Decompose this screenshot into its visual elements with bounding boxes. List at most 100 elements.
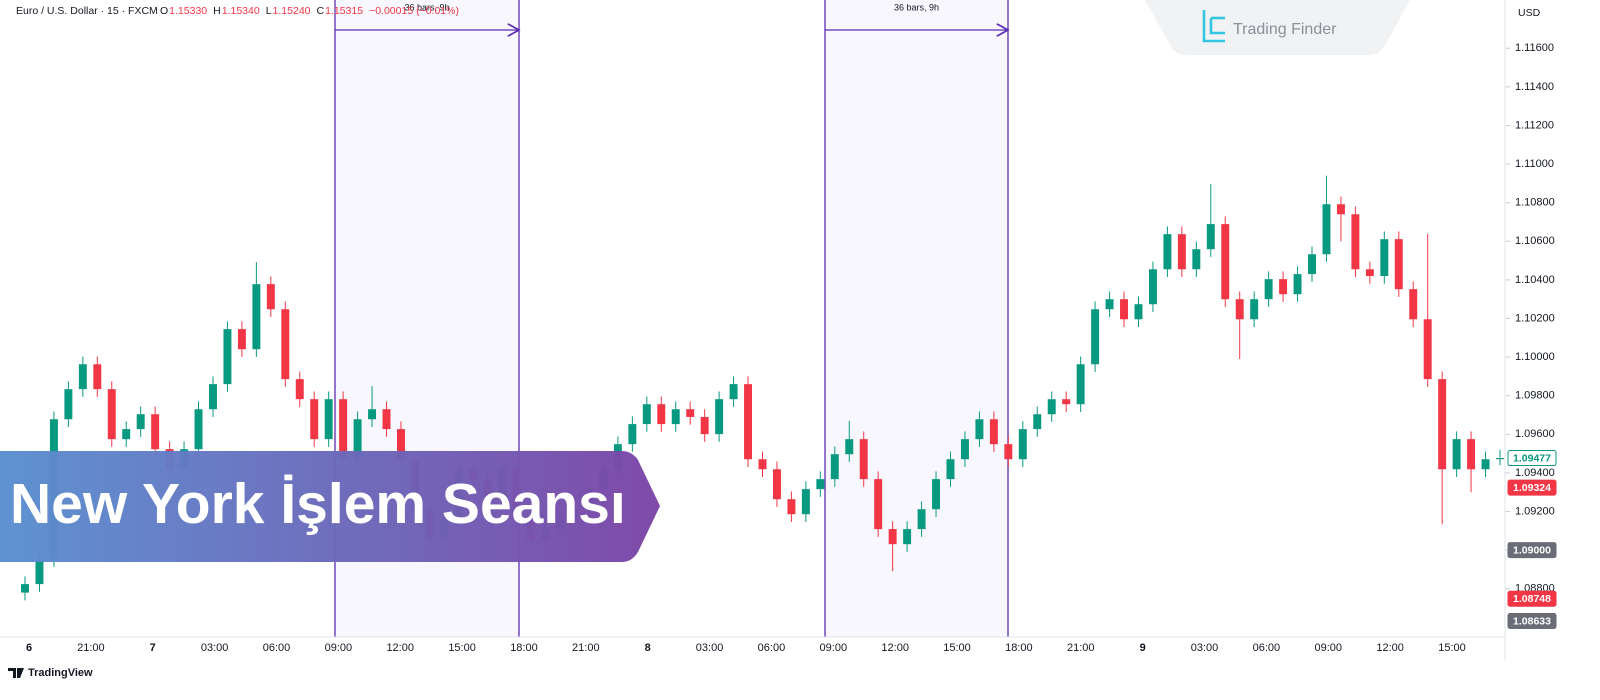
ohlc-value: 1.15330 <box>169 5 207 17</box>
candle-body <box>686 409 695 417</box>
x-tick-label: 06:00 <box>263 642 291 654</box>
price-tag-label: 1.09324 <box>1513 482 1551 494</box>
y-tick-label: 1.09400 <box>1515 467 1555 479</box>
candle-body <box>397 429 405 460</box>
session-label: 36 bars, 9h <box>404 2 449 12</box>
candle-body <box>1380 239 1389 277</box>
price-tag <box>1507 542 1557 559</box>
candle-body <box>642 404 651 425</box>
candle-body <box>237 329 246 350</box>
candle-body <box>266 284 275 310</box>
ohlc-key: L <box>266 5 272 17</box>
candle-body <box>1336 204 1345 215</box>
x-tick-label: 06:00 <box>758 642 786 654</box>
candle-body <box>1481 459 1490 470</box>
candle-body <box>1264 279 1273 300</box>
candle-body <box>1206 224 1215 250</box>
candle-body <box>78 364 87 390</box>
x-tick-label: 06:00 <box>1253 642 1281 654</box>
candle-body <box>1047 399 1056 415</box>
candle-body <box>1452 439 1461 470</box>
candle-body <box>295 379 304 400</box>
candle-body <box>223 329 232 385</box>
candle-body <box>830 454 839 480</box>
candle-body <box>628 424 637 445</box>
y-tick-label: 1.10600 <box>1515 235 1555 247</box>
x-tick-label: 12:00 <box>881 642 909 654</box>
x-tick-label: 9 <box>1140 642 1146 654</box>
candle-body <box>1033 414 1042 430</box>
candle-body <box>21 584 29 593</box>
candle-body <box>859 439 868 480</box>
candle-body <box>281 309 290 380</box>
candle-body <box>1394 239 1403 290</box>
candle-body <box>801 489 810 515</box>
y-tick-label: 1.09200 <box>1515 505 1555 517</box>
candle-body <box>1351 214 1360 270</box>
x-tick-label: 15:00 <box>448 642 476 654</box>
candle-body <box>324 399 333 440</box>
price-tag-label: 1.08633 <box>1513 615 1551 627</box>
candle-body <box>1091 309 1100 365</box>
candle-body <box>1293 274 1302 295</box>
y-tick-label: 1.11000 <box>1515 158 1554 170</box>
candle-body <box>1438 379 1447 470</box>
price-tag <box>1507 590 1557 607</box>
candle-body <box>1148 269 1157 305</box>
candle-body <box>1279 279 1288 295</box>
candle-body <box>1365 269 1374 277</box>
x-tick-label: 6 <box>26 642 32 654</box>
candle-body <box>946 459 955 480</box>
ohlc-value: 1.15240 <box>273 5 311 17</box>
change: −0.00015 (−0.01%) <box>369 5 459 17</box>
candle-body <box>1177 234 1186 270</box>
x-tick-label: 18:00 <box>510 642 538 654</box>
grid <box>1505 47 1510 590</box>
footer-logo <box>8 668 24 678</box>
x-tick-label: 21:00 <box>1067 642 1095 654</box>
ohlc-key: O <box>160 5 168 17</box>
banner: New York İşlem Seansı <box>0 451 660 562</box>
candle-body <box>93 364 102 390</box>
candle-body <box>35 559 44 585</box>
candle-body <box>729 384 738 400</box>
candle-body <box>888 529 897 545</box>
ohlc-value: 1.15315 <box>325 5 363 17</box>
session-label: 36 bars, 9h <box>894 2 939 12</box>
y-tick-label: 1.10200 <box>1515 312 1555 324</box>
candle-body <box>1105 299 1114 310</box>
candle-body <box>960 439 969 460</box>
y-tick-label: 1.11600 <box>1515 42 1554 54</box>
candle-body <box>353 419 362 460</box>
y-tick-label: 1.10800 <box>1515 197 1555 209</box>
x-tick-label: 09:00 <box>325 642 353 654</box>
ohlc-value: 1.15340 <box>222 5 260 17</box>
candle-body <box>1250 299 1259 320</box>
x-tick-label: 15:00 <box>943 642 971 654</box>
x-tick-label: 21:00 <box>572 642 600 654</box>
candle-body <box>671 409 680 425</box>
candle-body <box>1062 399 1071 405</box>
candle-body <box>787 499 796 515</box>
currency: USD <box>1518 7 1541 19</box>
x-tick-label: 03:00 <box>696 642 724 654</box>
candle-body <box>772 469 781 500</box>
candle-body <box>1308 254 1316 275</box>
candle-body <box>1134 304 1143 320</box>
candle-body <box>1235 299 1244 320</box>
y-tick-label: 1.10000 <box>1515 351 1555 363</box>
candle-body <box>1467 439 1476 470</box>
candle-body <box>715 399 724 435</box>
price-tag <box>1507 450 1557 467</box>
candle-body <box>136 414 145 430</box>
x-tick-label: 12:00 <box>1376 642 1404 654</box>
x-tick-label: 09:00 <box>820 642 848 654</box>
candle-body <box>1192 249 1201 270</box>
banner-title: New York İşlem Seansı <box>10 472 626 536</box>
price-tag-label: 1.09477 <box>1513 452 1551 464</box>
price-tag-label: 1.08748 <box>1513 593 1551 605</box>
x-tick-label: 21:00 <box>77 642 105 654</box>
x-tick-label: 03:00 <box>201 642 229 654</box>
candle-body <box>64 389 73 420</box>
